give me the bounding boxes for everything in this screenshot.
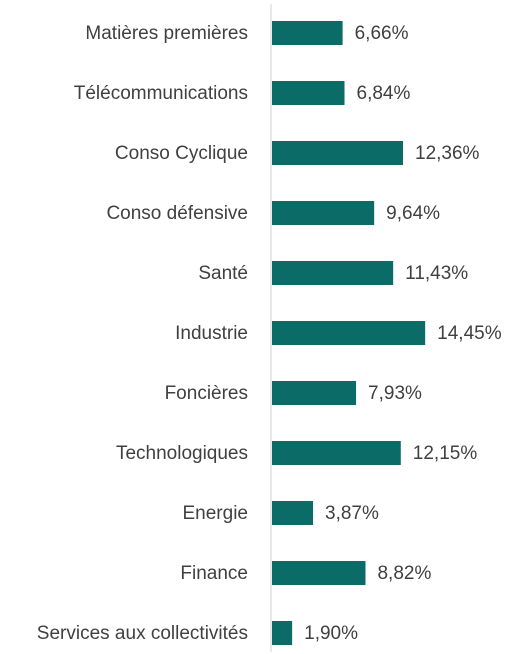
value-label: 12,36% [415, 143, 480, 164]
bar [272, 381, 357, 405]
category-label: Foncières [165, 383, 248, 404]
value-label: 12,15% [413, 443, 478, 464]
bar [272, 81, 345, 105]
bar [272, 621, 293, 645]
value-label: 9,64% [386, 203, 440, 224]
value-label: 6,66% [355, 23, 409, 44]
category-label: Matières premières [85, 23, 248, 44]
category-label: Télécommunications [74, 83, 248, 104]
bar [272, 441, 401, 465]
bar [272, 321, 426, 345]
category-label: Energie [183, 503, 249, 524]
value-label: 3,87% [325, 503, 379, 524]
bar [272, 201, 375, 225]
category-label: Finance [180, 563, 248, 584]
category-label: Conso défensive [106, 203, 248, 224]
category-label: Services aux collectivités [37, 623, 248, 644]
bar [272, 561, 366, 585]
category-label: Technologiques [116, 443, 248, 464]
bar [272, 141, 404, 165]
category-label: Industrie [175, 323, 248, 344]
category-label: Conso Cyclique [115, 143, 248, 164]
category-label: Santé [198, 263, 248, 284]
value-label: 8,82% [377, 563, 431, 584]
value-label: 14,45% [437, 323, 502, 344]
value-label: 1,90% [304, 623, 358, 644]
bar [272, 501, 314, 525]
value-label: 6,84% [357, 83, 411, 104]
value-label: 7,93% [368, 383, 422, 404]
bar [272, 21, 343, 45]
value-label: 11,43% [405, 263, 468, 284]
bar [272, 261, 394, 285]
